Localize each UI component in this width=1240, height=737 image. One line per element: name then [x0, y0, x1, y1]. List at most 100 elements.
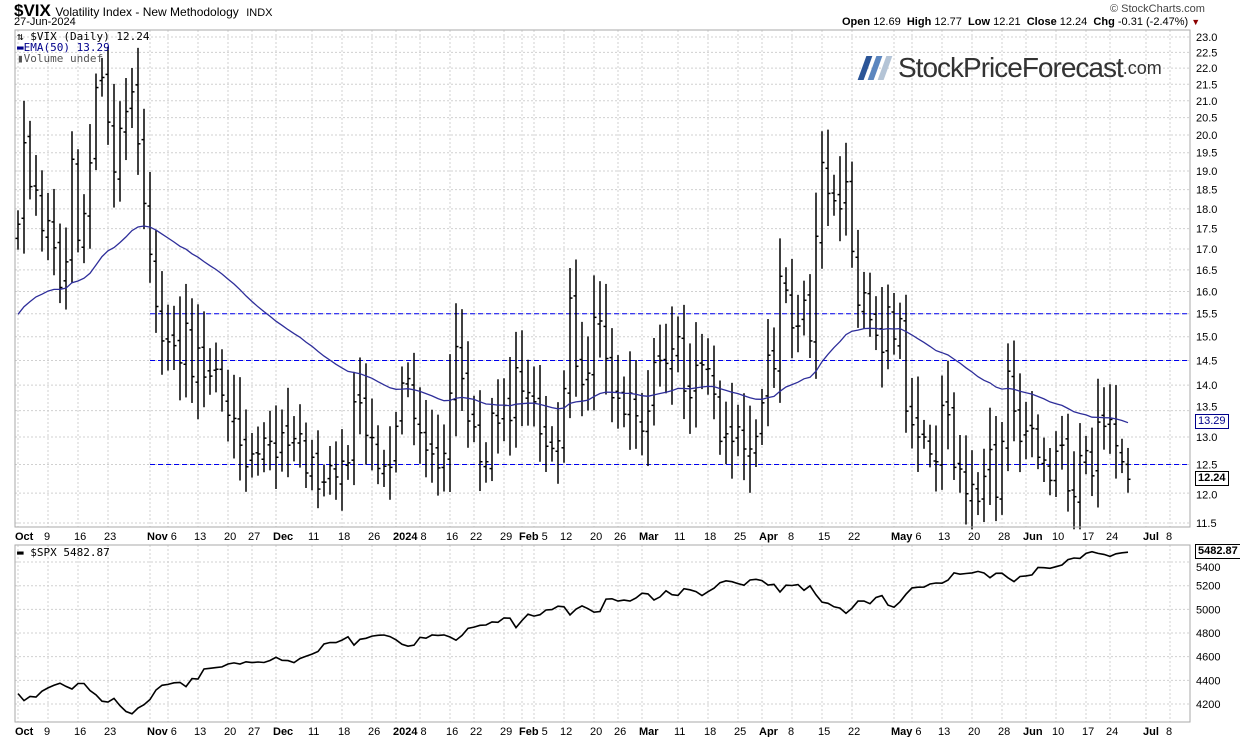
ohlc-bar: [969, 450, 975, 530]
ohlc-bar: [1053, 431, 1059, 498]
ohlc-bar: [831, 174, 837, 216]
ohlc-bar: [531, 366, 537, 427]
spx-panel-frame: [14, 544, 1191, 723]
logo-bars-icon: [857, 56, 893, 80]
copyright: © StockCharts.com: [1110, 3, 1205, 15]
ohlc-bar: [291, 416, 297, 462]
x-tick-label: Feb: [519, 726, 539, 737]
ohlc-bar: [843, 142, 849, 236]
x-tick-label: Mar: [639, 726, 659, 737]
x-tick-label: 24: [1106, 531, 1118, 543]
x-tick-label: 22: [470, 531, 482, 543]
x-tick-label: 15: [818, 531, 830, 543]
ohlc-bar: [1005, 343, 1011, 472]
x-tick-label: 6: [915, 726, 921, 737]
ohlc-bar: [225, 369, 231, 442]
ohlc-bar: [327, 445, 333, 495]
ohlc-bar: [141, 108, 147, 230]
symbol: $VIX: [14, 1, 51, 20]
vix-y-tick-label: 19.0: [1196, 166, 1217, 178]
x-tick-label: 18: [704, 726, 716, 737]
line-icon: ▬: [17, 546, 24, 559]
x-tick-label: Jun: [1023, 726, 1043, 737]
ohlc-bar: [675, 316, 681, 373]
ohlc-bar: [339, 429, 345, 511]
x-tick-label: 17: [1082, 726, 1094, 737]
ohlc-bar: [441, 424, 447, 492]
ohlc-bar: [111, 83, 117, 208]
vix-y-tick-label: 12.0: [1196, 489, 1217, 501]
ohlc-bar: [171, 305, 177, 371]
ohlc-bar: [213, 342, 219, 393]
ohlc-bar: [399, 366, 405, 435]
ohlc-bar: [135, 47, 141, 175]
x-tick-label: Nov: [147, 726, 169, 737]
ohlc-bar: [729, 382, 735, 479]
ohlc-bar: [525, 359, 531, 426]
x-tick-label: 16: [74, 726, 86, 737]
ohlc-bar: [1125, 447, 1131, 493]
x-tick-label: 25: [734, 726, 746, 737]
ohlc-bar: [63, 227, 69, 310]
ohlc-bar: [453, 303, 459, 437]
ohlc-bar: [705, 338, 711, 395]
ohlc-bar: [231, 374, 237, 459]
ohlc-bar: [567, 267, 573, 419]
x-tick-label: 16: [74, 531, 86, 543]
ohlc-bar: [585, 336, 591, 411]
ohlc-bar: [717, 380, 723, 455]
ohlc-bar: [1101, 387, 1107, 450]
ohlc-bar: [519, 330, 525, 427]
x-tick-label: 2024: [393, 726, 418, 737]
grid: [15, 30, 1190, 722]
vix-y-tick-label: 20.0: [1196, 130, 1217, 142]
stockpriceforecast-logo: StockPriceForecast .com: [857, 52, 1162, 84]
x-tick-label: Apr: [759, 531, 779, 543]
ohlc-bar: [15, 210, 21, 250]
x-tick-label: Oct: [15, 726, 34, 737]
x-tick-label: 20: [968, 726, 980, 737]
ohlc-bar: [933, 425, 939, 492]
x-tick-label: 23: [104, 531, 116, 543]
high-value: 12.77: [934, 16, 962, 28]
ohlc-bar: [1041, 437, 1047, 483]
ohlc-bar: [465, 341, 471, 448]
ohlc-bar: [645, 370, 651, 467]
x-tick-label: 8: [788, 531, 794, 543]
ohlc-bar: [1107, 384, 1113, 454]
ohlc-bar: [75, 149, 81, 253]
ohlc-bar: [27, 120, 33, 200]
ohlc-bar: [579, 321, 585, 417]
x-tick-label: 22: [848, 531, 860, 543]
ohlc-bar: [57, 223, 63, 304]
x-tick-label: Apr: [759, 726, 779, 737]
x-tick-label: 16: [446, 531, 458, 543]
x-tick-label: Jun: [1023, 531, 1043, 543]
legend-spx: $SPX 5482.87: [30, 546, 110, 559]
spx-price-tag: 5482.87: [1195, 544, 1240, 560]
ohlc-bar: [879, 287, 885, 388]
ohlc-bar: [963, 435, 969, 525]
ohlc-bar: [825, 129, 831, 227]
ohlc-bar: [783, 267, 789, 304]
x-tick-label: 23: [104, 726, 116, 737]
vix-y-tick-label: 19.5: [1196, 148, 1217, 160]
x-tick-label: Dec: [273, 726, 293, 737]
down-arrow-icon: ▼: [1191, 17, 1201, 27]
spx-y-tick-label: 5400: [1196, 562, 1220, 574]
change-value: -0.31 (-2.47%): [1117, 16, 1189, 28]
ohlc-bar: [711, 345, 717, 420]
ohlc-bar: [513, 331, 519, 448]
x-tick-label: 20: [590, 531, 602, 543]
ohlc-bar: [1071, 451, 1077, 530]
ohlc-bar: [1011, 340, 1017, 442]
ohlc-bar: [759, 388, 765, 445]
ohlc-bar: [177, 296, 183, 401]
x-tick-label: 9: [44, 726, 50, 737]
x-tick-label: 5: [542, 726, 548, 737]
ohlc-bar: [741, 393, 747, 481]
open-value: 12.69: [873, 16, 901, 28]
ohlc-bar: [159, 271, 165, 375]
ohlc-bar: [921, 419, 927, 449]
x-tick-label: 26: [614, 726, 626, 737]
